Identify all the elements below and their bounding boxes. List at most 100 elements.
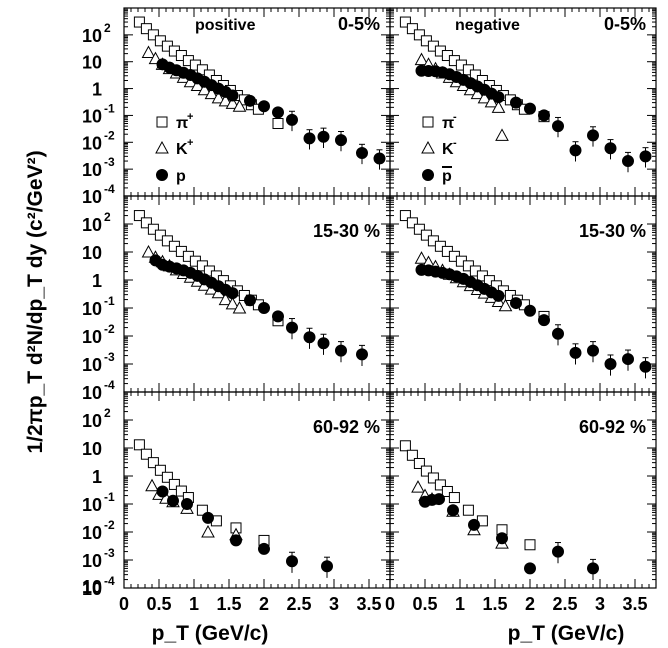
proton-point <box>524 562 536 575</box>
column-title-negative: negative <box>455 17 520 34</box>
proton-point <box>587 562 599 575</box>
legend-label: p <box>442 168 452 185</box>
proton-point <box>258 542 270 555</box>
pion-point <box>406 217 418 229</box>
y-tick-exponent: -3 <box>104 350 115 364</box>
proton-point <box>226 89 239 102</box>
kaon-point <box>145 478 159 492</box>
pion-point <box>168 478 180 490</box>
y-tick-label: 10 <box>82 133 102 153</box>
pion-point <box>448 492 460 504</box>
proton-point <box>492 91 505 104</box>
y-tick-label: 10 <box>82 495 102 515</box>
proton-point <box>258 100 270 113</box>
y-tick-label: 10 <box>82 243 102 263</box>
pion-point <box>133 210 145 222</box>
proton-point <box>422 169 434 181</box>
pion-point <box>140 217 152 229</box>
proton-point <box>335 344 347 357</box>
panel-0-1: 15-30 % <box>133 210 380 367</box>
proton-point <box>303 132 316 145</box>
y-tick-exponent: -4 <box>104 182 115 196</box>
pion-point <box>175 485 187 497</box>
kaon-point <box>414 52 429 66</box>
proton-point <box>321 560 333 573</box>
pion-point <box>413 29 425 41</box>
y-tick-label: 10 <box>82 26 102 46</box>
pion-point <box>406 449 418 461</box>
x-tick-label: 0.5 <box>146 594 171 614</box>
y-tick-label: 1 <box>92 271 102 291</box>
proton-point <box>181 498 193 510</box>
pion-point <box>420 229 432 241</box>
kaon-point <box>141 244 156 258</box>
proton-point <box>433 493 445 506</box>
proton-point <box>538 314 550 327</box>
proton-point <box>552 120 564 133</box>
x-tick-label: 3 <box>329 594 339 614</box>
proton-point <box>587 129 599 142</box>
legend-label: p <box>176 168 186 185</box>
y-tick-exponent: -2 <box>104 128 115 142</box>
proton-point <box>156 485 169 498</box>
proton-point <box>202 511 214 524</box>
pion-point <box>399 440 411 452</box>
kaon-point <box>225 296 240 310</box>
centrality-label: 60-92 % <box>579 417 646 437</box>
proton-series <box>415 263 652 379</box>
proton-point <box>258 302 270 314</box>
kaon-point <box>421 140 435 154</box>
proton-point <box>272 106 284 119</box>
y-tick-label: 10 <box>82 215 102 235</box>
x-tick-label: 1 <box>455 594 465 614</box>
y-tick-exponent: 2 <box>104 21 111 35</box>
pion-point <box>413 223 425 235</box>
legend-label-superscript: + <box>187 137 193 149</box>
y-tick-label: 10 <box>82 579 102 599</box>
proton-point <box>272 310 284 323</box>
proton-point <box>569 346 582 359</box>
kaon-point <box>204 86 219 100</box>
proton-point <box>510 96 522 109</box>
y-tick-label: 10 <box>82 106 102 126</box>
x-tick-label: 1 <box>189 594 199 614</box>
proton-point <box>639 150 652 163</box>
y-tick-exponent: -2 <box>104 518 115 532</box>
pion-point <box>272 118 284 130</box>
proton-point <box>373 152 386 165</box>
y-tick-label: 10 <box>82 355 102 375</box>
y-tick-label: 10 <box>82 523 102 543</box>
kaon-point <box>141 45 156 59</box>
pion-point <box>462 504 474 516</box>
y-tick-label: 10 <box>82 160 102 180</box>
x-tick-label: 1.5 <box>482 594 507 614</box>
legend-label-superscript: - <box>453 111 457 123</box>
proton-point <box>356 348 368 361</box>
kaon-point <box>498 298 513 312</box>
pion-series <box>133 439 270 546</box>
x-tick-label: 1.5 <box>216 594 241 614</box>
pion-point <box>399 16 411 28</box>
x-tick-label: 2 <box>259 594 269 614</box>
proton-point <box>524 102 536 115</box>
kaon-series <box>411 480 509 549</box>
proton-point <box>286 113 298 126</box>
x-axis-ticks: 0 0.5 1 1.5 2 2.5 3 3.5 0 0.5 1 1.5 2 2.5 3 3.5 <box>119 594 648 614</box>
kaon-point <box>155 140 169 154</box>
proton-point <box>510 297 522 310</box>
proton-point <box>538 109 550 122</box>
legend-label: π <box>176 115 188 132</box>
proton-point <box>244 294 256 307</box>
y-tick-exponent: 2 <box>104 406 111 420</box>
y-tick-label: 10 <box>82 383 102 403</box>
y-tick-label: 10 <box>82 299 102 319</box>
proton-point <box>317 130 330 143</box>
panel-1-2: 60-92 % <box>399 417 646 581</box>
pion-point <box>156 116 168 128</box>
proton-point <box>230 534 242 547</box>
pion-point <box>427 472 439 484</box>
pion-point <box>399 210 411 222</box>
proton-point <box>569 144 582 157</box>
